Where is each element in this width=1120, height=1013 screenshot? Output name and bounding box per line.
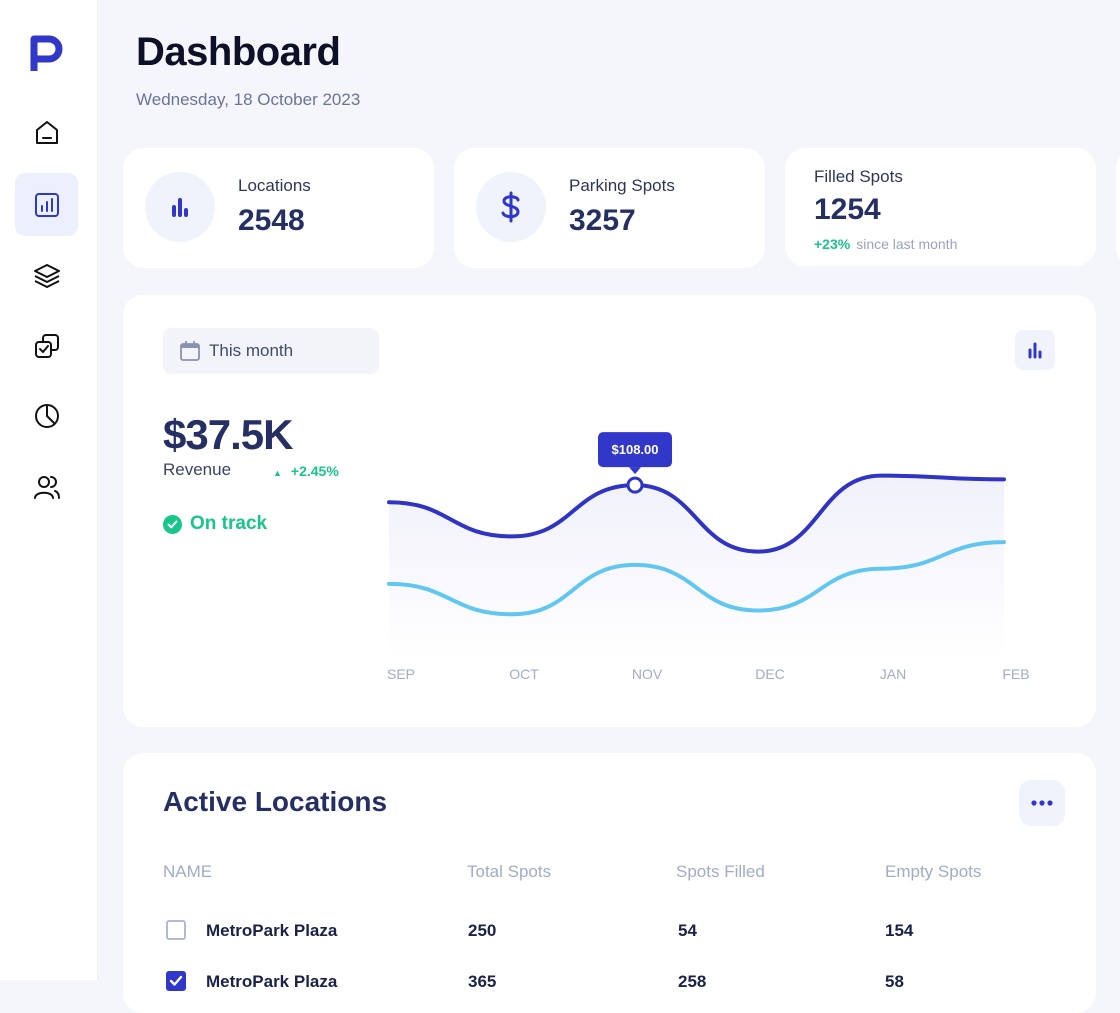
x-tick-label: DEC — [755, 666, 785, 682]
column-header-total-spots[interactable]: Total Spots — [467, 862, 552, 881]
column-header-name[interactable]: NAME — [163, 862, 213, 881]
stat-value: 1254 — [814, 193, 881, 226]
revenue-label: Revenue — [163, 460, 232, 479]
bar-chart-icon — [1028, 342, 1042, 359]
active-locations-card: Active Locations NAME Total Spots Spots … — [123, 753, 1096, 1013]
stat-change-value: +23% — [814, 236, 851, 252]
stat-card-filled-spots[interactable]: Filled Spots 1254 +23% since last month — [785, 148, 1096, 266]
x-tick-label: FEB — [1002, 666, 1029, 682]
users-icon — [33, 475, 60, 499]
check-circle-icon — [163, 514, 182, 534]
section-title: Active Locations — [163, 786, 388, 817]
check-copy-icon — [34, 333, 59, 358]
chart-type-button[interactable] — [1015, 330, 1055, 370]
series-area-shade — [389, 475, 1004, 660]
empty-spots: 58 — [885, 972, 904, 991]
date-filter-button[interactable]: This month — [163, 328, 379, 374]
sidebar-item-analytics[interactable] — [15, 173, 78, 236]
sidebar-item-layers[interactable] — [15, 244, 78, 307]
revenue-card: This month $37.5K Revenue ▲ +2.45% On tra… — [123, 295, 1096, 727]
sidebar-item-reports[interactable] — [15, 384, 78, 447]
x-tick-label: NOV — [632, 666, 663, 682]
sidebar — [0, 0, 98, 980]
stat-label: Parking Spots — [569, 176, 675, 195]
check-icon — [169, 975, 183, 986]
highlight-point[interactable] — [626, 476, 644, 494]
x-tick-label: SEP — [387, 666, 415, 682]
stat-icon-wrapper — [476, 172, 546, 242]
x-tick-label: JAN — [880, 666, 906, 682]
stat-card-partial — [1116, 148, 1120, 268]
stat-value: 2548 — [238, 204, 305, 237]
location-name: MetroPark Plaza — [206, 972, 338, 991]
spots-filled: 54 — [678, 921, 697, 940]
location-name: MetroPark Plaza — [206, 921, 338, 940]
total-spots: 250 — [468, 921, 497, 940]
stat-label: Locations — [238, 176, 311, 195]
empty-spots: 154 — [885, 921, 914, 940]
tooltip-value: $108.00 — [612, 442, 659, 457]
sidebar-item-tasks[interactable] — [15, 314, 78, 377]
dollar-icon — [501, 191, 520, 223]
column-header-spots-filled[interactable]: Spots Filled — [676, 862, 765, 881]
revenue-change: ▲ +2.45% — [273, 463, 339, 479]
arrow-up-icon: ▲ — [273, 468, 282, 478]
stat-change: +23% since last month — [814, 236, 957, 252]
series-line-2 — [387, 540, 1006, 617]
stat-value: 3257 — [569, 204, 636, 237]
row-checkbox[interactable] — [166, 920, 186, 940]
sidebar-item-users[interactable] — [15, 455, 78, 518]
stat-card-parking-spots[interactable]: Parking Spots 3257 — [454, 148, 765, 268]
revenue-value: $37.5K — [163, 411, 293, 458]
tooltip-box — [598, 432, 672, 468]
page-date: Wednesday, 18 October 2023 — [136, 90, 361, 109]
bar-chart-icon — [172, 198, 188, 217]
total-spots: 365 — [468, 972, 497, 991]
stat-card-locations[interactable]: Locations 2548 — [123, 148, 434, 268]
date-filter-label: This month — [209, 341, 294, 360]
logo-icon[interactable] — [29, 33, 67, 73]
stat-label: Filled Spots — [814, 167, 903, 186]
spots-filled: 258 — [678, 972, 707, 991]
status-on-track: On track — [163, 513, 267, 535]
stat-change-text: since last month — [856, 236, 958, 252]
bar-chart-icon — [34, 192, 59, 217]
row-checkbox-checked[interactable] — [166, 971, 186, 991]
pie-chart-icon — [34, 403, 59, 428]
revenue-line-chart: SEP OCT NOV DEC JAN FEB $108.00 — [387, 432, 1030, 682]
more-options-button[interactable] — [1019, 780, 1065, 826]
revenue-change-value: +2.45% — [290, 463, 339, 479]
chart-tooltip: $108.00 — [598, 432, 672, 475]
tooltip-arrow — [629, 467, 641, 475]
calendar-icon — [180, 341, 200, 361]
column-header-empty-spots[interactable]: Empty Spots — [885, 862, 982, 881]
home-icon — [35, 120, 58, 144]
page-title: Dashboard — [136, 30, 341, 74]
layers-icon — [33, 263, 60, 288]
sidebar-item-home[interactable] — [15, 101, 78, 164]
status-label: On track — [190, 513, 268, 534]
x-tick-label: OCT — [509, 666, 539, 682]
series-line-1 — [387, 473, 1006, 554]
stat-icon-wrapper — [145, 172, 215, 242]
more-dots-icon — [1031, 800, 1053, 806]
